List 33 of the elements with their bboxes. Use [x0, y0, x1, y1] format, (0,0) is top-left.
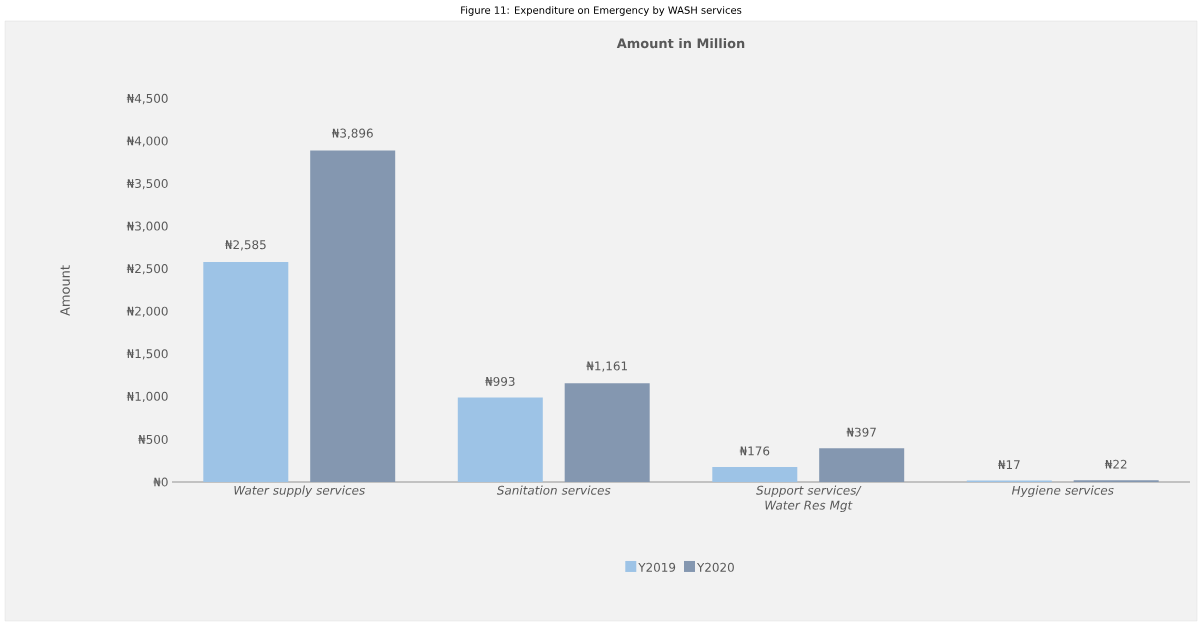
data-label: ₦993: [485, 376, 515, 386]
y-tick-label: ₦0: [153, 477, 168, 487]
data-label: ₦397: [846, 427, 876, 437]
data-label: ₦17: [998, 460, 1020, 470]
caption: Figure 11: Expenditure on Emergency by WASH services: [461, 6, 742, 16]
x-tick-label: Water supply services: [234, 485, 365, 498]
y-tick-label: ₦2,500: [126, 264, 168, 275]
y-tick-label: ₦4,000: [126, 136, 168, 147]
bar: [457, 397, 543, 482]
x-tick-label: Support services/ Water Res Mgt: [756, 485, 862, 513]
bar: [310, 150, 396, 482]
data-label: ₦2,585: [225, 240, 266, 251]
y-tick-label: ₦1,500: [126, 349, 168, 360]
chart-title: Amount in Million: [616, 38, 745, 49]
y-tick-label: ₦4,500: [126, 93, 168, 105]
data-label: ₦176: [739, 446, 770, 456]
data-label: ₦3,896: [331, 128, 373, 139]
data-label: ₦1,161: [586, 361, 627, 372]
data-label: ₦22: [1104, 459, 1127, 469]
x-tick-label: Sanitation services: [496, 485, 611, 495]
bar: [564, 383, 650, 482]
y-tick-label: ₦3,000: [126, 221, 168, 232]
bar: [203, 261, 289, 482]
bar: [712, 467, 798, 482]
y-tick-label: ₦500: [138, 434, 168, 444]
y-tick-label: ₦3,500: [126, 178, 168, 190]
y-tick-label: ₦2,000: [126, 306, 168, 317]
x-tick-label: Hygiene services: [1011, 485, 1114, 498]
y-axis-title: Amount: [60, 265, 70, 316]
legend-label: Y2019: [638, 562, 676, 572]
bar: [819, 448, 905, 482]
legend-label: Y2020: [696, 562, 734, 572]
y-tick-label: ₦1,000: [126, 391, 168, 403]
